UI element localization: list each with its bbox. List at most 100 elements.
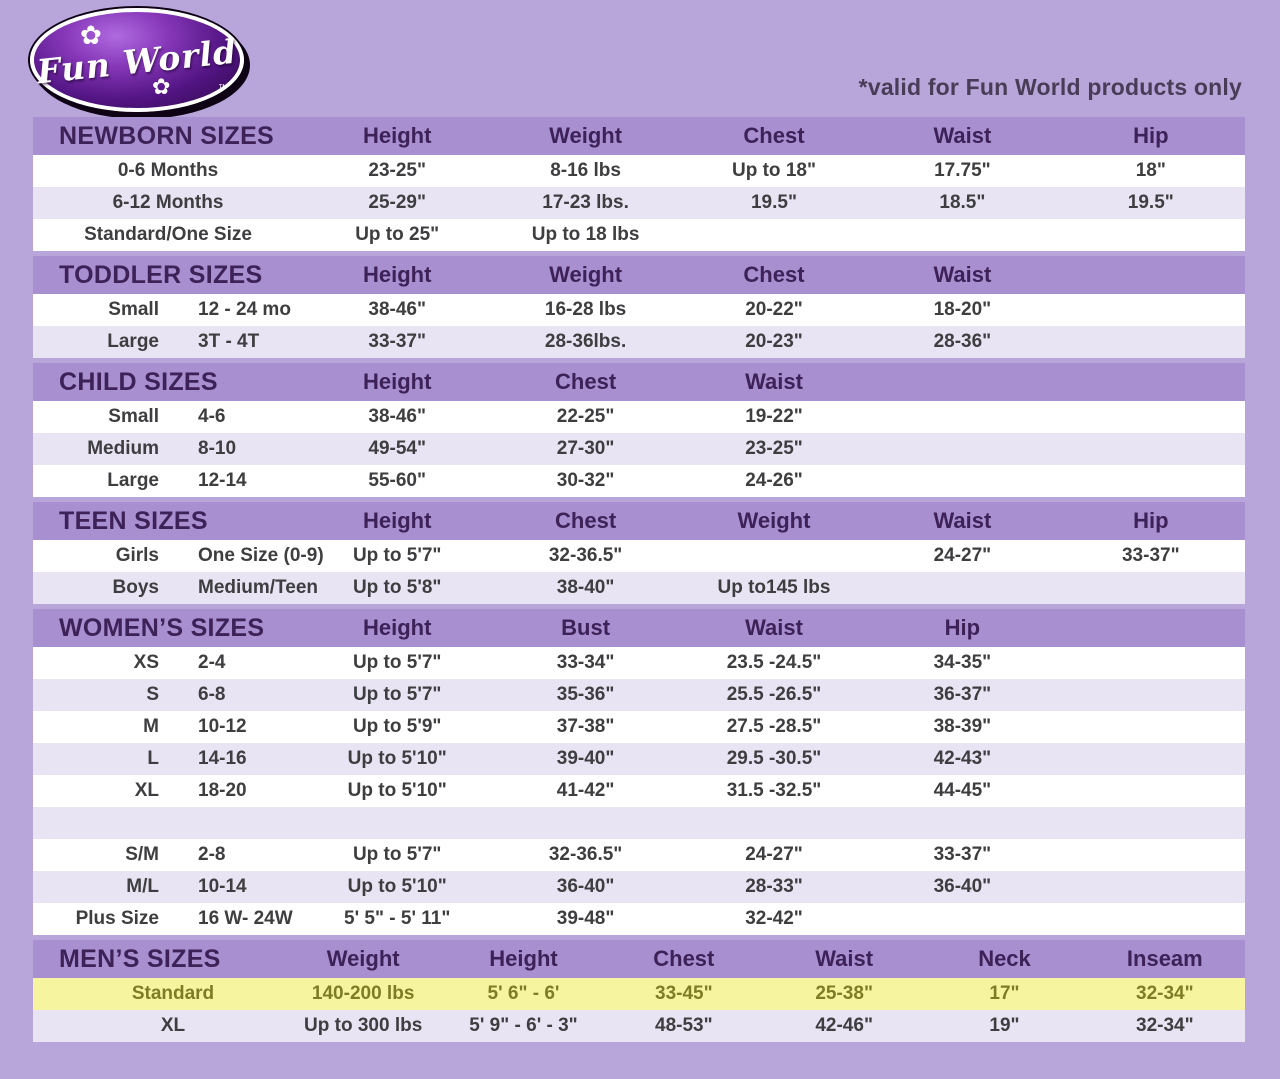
cell-value: 20-22" — [745, 299, 803, 320]
size-label: Girls — [115, 545, 159, 566]
cell-value: 41-42" — [556, 780, 615, 801]
cell-value: Up to 5'7" — [352, 844, 442, 865]
cell-value: 28-36lbs. — [544, 331, 627, 352]
column-header: Waist — [745, 369, 803, 394]
size-label: Large — [107, 470, 159, 491]
table-row: Small 4-6 38-46" 22-25" 19-22" — [33, 401, 1245, 433]
cell-value: 33-37" — [1121, 545, 1180, 566]
column-header: Weight — [549, 262, 623, 287]
size-detail: Standard — [131, 983, 215, 1004]
size-label: Boys — [112, 577, 159, 598]
cell-value: Up to 5'7" — [352, 545, 442, 566]
section-header-row: MEN’S SIZES Weight Height Chest Waist Neck Ins… — [33, 940, 1245, 978]
cell-value: 33-37" — [368, 331, 426, 352]
section-rows: 0-6 Months 23-25" 8-16 lbs Up to 18" 17.75" 1… — [33, 155, 1245, 251]
section-title: TODDLER SIZES — [59, 260, 263, 289]
table-row: M/L 10-14 Up to 5'10" 36-40" 28-33" 36-40" — [33, 871, 1245, 903]
cell-value: 39-48" — [556, 908, 615, 929]
cell-value: 55-60" — [368, 470, 426, 491]
column-header: Waist — [933, 123, 992, 148]
column-header: Neck — [978, 946, 1031, 971]
size-section-toddler: TODDLER SIZES Height Weight Chest Waist Small… — [33, 256, 1245, 358]
table-row: Plus Size 16 W- 24W 5' 5" - 5' 11" 39-48" 32… — [33, 903, 1245, 935]
column-header: Waist — [745, 615, 803, 640]
size-detail: 6-8 — [198, 684, 226, 705]
cell-value: Up to 300 lbs — [304, 1015, 423, 1036]
cell-value: 36-37" — [933, 684, 992, 705]
cell-value: Up to 5'7" — [352, 684, 442, 705]
section-rows: Girls One Size (0-9) Up to 5'7" 32-36.5" 24-… — [33, 540, 1245, 604]
cell-value: 18.5" — [939, 192, 986, 213]
cell-value: 17.75" — [934, 160, 991, 181]
cell-value: 31.5 -32.5" — [726, 780, 822, 801]
section-header-row: TODDLER SIZES Height Weight Chest Waist — [33, 256, 1245, 294]
column-header: Height — [362, 262, 432, 287]
cell-value: Up to 5'9" — [352, 716, 442, 737]
size-detail: 10-14 — [198, 876, 247, 897]
cell-value: Up to 25" — [355, 224, 440, 245]
section-header-row: CHILD SIZES Height Chest Waist — [33, 363, 1245, 401]
section-header-row: TEEN SIZES Height Chest Weight Waist Hip — [33, 502, 1245, 540]
table-row: Standard/One Size Up to 25" Up to 18 lbs — [33, 219, 1245, 251]
cell-value: 32-36.5" — [548, 545, 623, 566]
cell-value: 5' 6" - 6' — [487, 983, 560, 1004]
size-detail: 14-16 — [198, 748, 247, 769]
size-label: XL — [134, 780, 159, 801]
cell-value: 24-26" — [745, 470, 803, 491]
trademark-symbol: ™ — [218, 83, 228, 94]
size-label: Medium — [87, 438, 159, 459]
cell-value: 39-40" — [556, 748, 615, 769]
column-header: Height — [362, 123, 432, 148]
cell-value: 32-42" — [745, 908, 803, 929]
column-header: Hip — [944, 615, 981, 640]
size-detail: 12 - 24 mo — [198, 299, 291, 320]
column-header: Height — [362, 508, 432, 533]
column-header: Chest — [555, 369, 617, 394]
size-label: Plus Size — [75, 908, 159, 929]
cell-value: 30-32" — [556, 470, 615, 491]
column-header: Chest — [555, 508, 617, 533]
size-section-womens: WOMEN’S SIZES Height Bust Waist Hip XS 2-4 Up t… — [33, 609, 1245, 935]
cell-value: 42-43" — [933, 748, 992, 769]
cell-value: 20-23" — [745, 331, 803, 352]
cell-value: 44-45" — [933, 780, 992, 801]
cell-value: Up to 5'10" — [347, 780, 447, 801]
column-header: Inseam — [1126, 946, 1203, 971]
fun-world-logo: ✿ Fun World ✿ ™ — [30, 8, 244, 112]
validity-note: *valid for Fun World products only — [858, 74, 1242, 100]
size-label: M — [143, 716, 159, 737]
table-row: Large 12-14 55-60" 30-32" 24-26" — [33, 465, 1245, 497]
section-title: WOMEN’S SIZES — [59, 613, 265, 642]
table-row: Large 3T - 4T 33-37" 28-36lbs. 20-23" 28-36" — [33, 326, 1245, 358]
cell-value: 32-34" — [1136, 983, 1194, 1004]
cell-value: 17" — [989, 983, 1020, 1004]
cell-value: 42-46" — [815, 1015, 873, 1036]
flower-icon: ✿ — [152, 74, 171, 99]
size-section-newborn: NEWBORN SIZES Height Weight Chest Waist Hip 0-… — [33, 117, 1245, 251]
column-header: Height — [489, 946, 558, 971]
cell-value: Up to 5'8" — [352, 577, 442, 598]
cell-value: 33-34" — [556, 652, 615, 673]
table-row: XL 18-20 Up to 5'10" 41-42" 31.5 -32.5" 44-45… — [33, 775, 1245, 807]
size-detail: 16 W- 24W — [198, 908, 293, 929]
size-section-mens: MEN’S SIZES Weight Height Chest Waist Neck Ins… — [33, 940, 1245, 1042]
column-header: Hip — [1133, 508, 1169, 533]
size-detail: One Size (0-9) — [198, 545, 324, 566]
cell-value: 33-37" — [933, 844, 992, 865]
section-rows: Small 12 - 24 mo 38-46" 16-28 lbs 20-22" 18-2… — [33, 294, 1245, 358]
cell-value: 16-28 lbs — [544, 299, 627, 320]
cell-value: 17-23 lbs. — [542, 192, 629, 213]
cell-value: 19.5" — [750, 192, 797, 213]
column-header: Chest — [743, 262, 805, 287]
size-detail: 12-14 — [198, 470, 247, 491]
size-detail: 18-20 — [198, 780, 247, 801]
table-row: 6-12 Months 25-29" 17-23 lbs. 19.5" 18.5" 19.… — [33, 187, 1245, 219]
cell-value: 32-36.5" — [548, 844, 623, 865]
column-header: Chest — [743, 123, 805, 148]
cell-value: 49-54" — [368, 438, 426, 459]
cell-value: 5' 5" - 5' 11" — [344, 908, 451, 929]
flower-icon: ✿ — [80, 20, 102, 50]
cell-value: 35-36" — [556, 684, 615, 705]
cell-value: 28-36" — [933, 331, 992, 352]
size-label: XS — [133, 652, 159, 673]
